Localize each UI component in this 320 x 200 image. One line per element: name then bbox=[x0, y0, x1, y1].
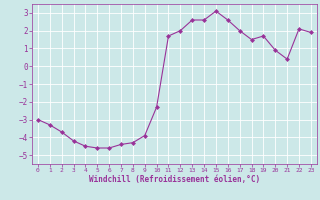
X-axis label: Windchill (Refroidissement éolien,°C): Windchill (Refroidissement éolien,°C) bbox=[89, 175, 260, 184]
